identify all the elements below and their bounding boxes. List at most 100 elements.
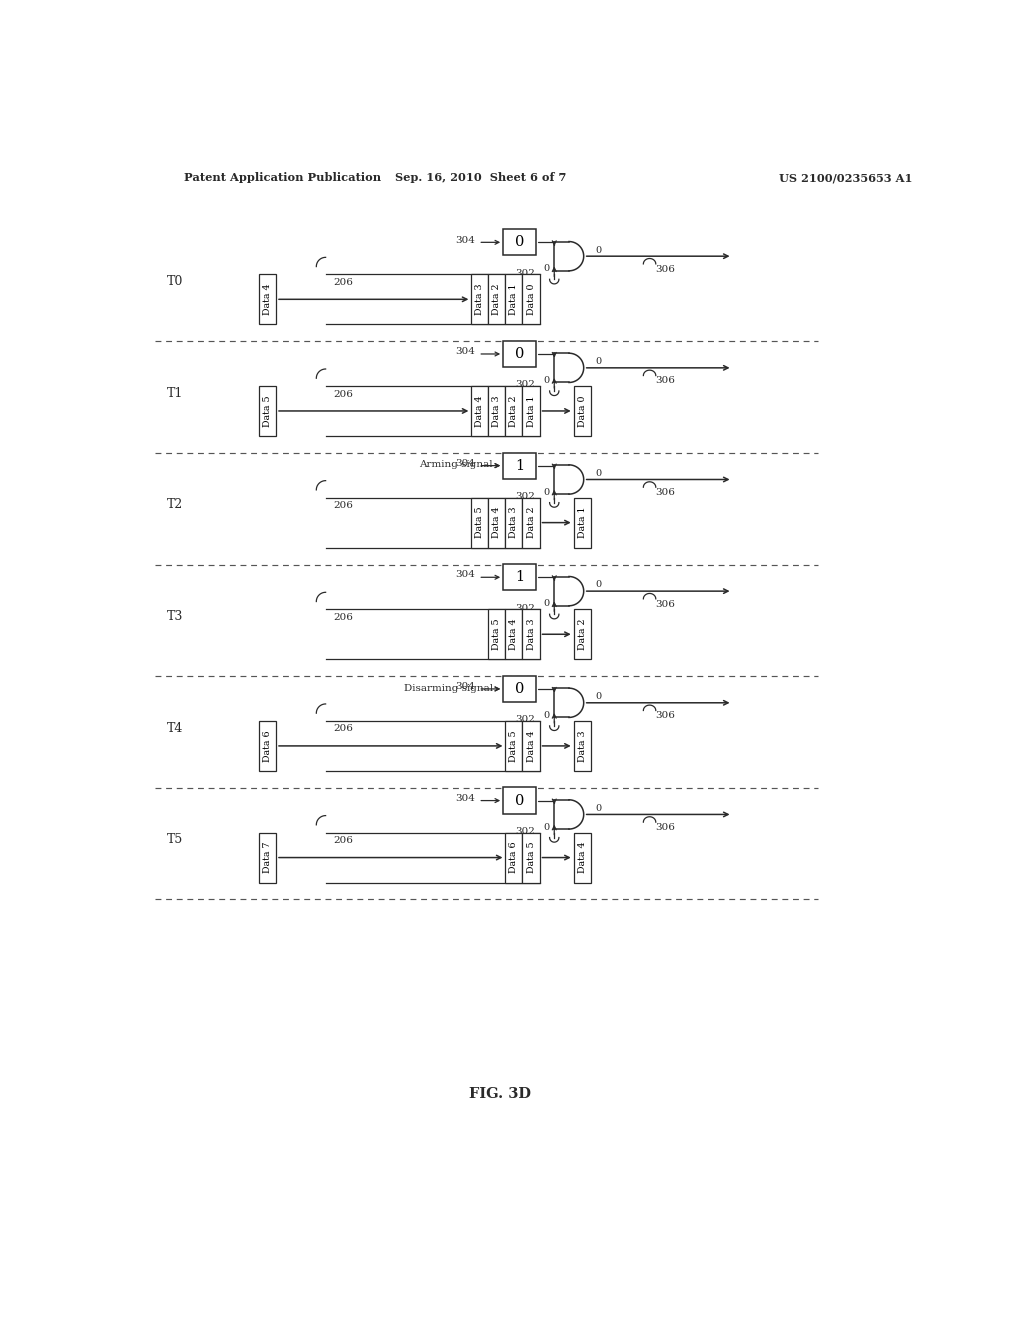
Bar bbox=[573, 498, 591, 548]
Text: 206: 206 bbox=[334, 389, 353, 399]
Text: Data 6: Data 6 bbox=[510, 842, 518, 874]
Text: Data 5: Data 5 bbox=[493, 619, 502, 649]
Text: US 2100/0235653 A1: US 2100/0235653 A1 bbox=[779, 172, 912, 183]
Bar bbox=[506, 275, 522, 325]
Text: 206: 206 bbox=[334, 612, 353, 622]
Text: Data 7: Data 7 bbox=[263, 842, 272, 874]
Text: Data 3: Data 3 bbox=[526, 619, 536, 649]
Text: 0: 0 bbox=[544, 711, 550, 719]
Text: Data 4: Data 4 bbox=[475, 395, 484, 426]
Bar bbox=[503, 341, 536, 367]
Bar bbox=[522, 721, 540, 771]
Text: Data 1: Data 1 bbox=[578, 507, 587, 539]
Text: 1: 1 bbox=[515, 458, 524, 473]
Text: Data 4: Data 4 bbox=[263, 284, 272, 315]
Text: 306: 306 bbox=[655, 711, 675, 721]
Bar bbox=[503, 230, 536, 256]
Text: 0: 0 bbox=[544, 264, 550, 273]
Bar bbox=[573, 721, 591, 771]
Text: Data 2: Data 2 bbox=[493, 284, 502, 315]
Bar bbox=[522, 498, 540, 548]
Text: Data 3: Data 3 bbox=[475, 284, 484, 315]
Text: 304: 304 bbox=[456, 682, 475, 692]
Text: 0: 0 bbox=[595, 469, 601, 478]
Bar bbox=[471, 385, 488, 436]
Text: 304: 304 bbox=[456, 459, 475, 467]
Text: Data 3: Data 3 bbox=[493, 395, 502, 426]
Text: Data 5: Data 5 bbox=[526, 842, 536, 874]
Text: 0: 0 bbox=[595, 581, 601, 590]
Bar bbox=[503, 564, 536, 590]
Bar bbox=[488, 610, 506, 659]
Bar bbox=[506, 833, 522, 883]
Text: 0: 0 bbox=[515, 793, 524, 808]
Text: 206: 206 bbox=[334, 725, 353, 734]
Text: 304: 304 bbox=[456, 235, 475, 244]
Text: Patent Application Publication: Patent Application Publication bbox=[183, 172, 381, 183]
Text: 306: 306 bbox=[655, 265, 675, 273]
Bar bbox=[259, 275, 276, 325]
Bar bbox=[259, 385, 276, 436]
Text: 0: 0 bbox=[544, 599, 550, 609]
Bar bbox=[573, 610, 591, 659]
Bar bbox=[503, 788, 536, 813]
Bar bbox=[259, 833, 276, 883]
Bar bbox=[471, 275, 488, 325]
Text: T3: T3 bbox=[167, 610, 183, 623]
Text: 0: 0 bbox=[515, 347, 524, 360]
Bar bbox=[522, 385, 540, 436]
Text: T2: T2 bbox=[167, 499, 183, 511]
Text: T5: T5 bbox=[167, 833, 183, 846]
Text: 0: 0 bbox=[544, 487, 550, 496]
Text: 304: 304 bbox=[456, 570, 475, 579]
Bar bbox=[522, 833, 540, 883]
Text: 1: 1 bbox=[515, 570, 524, 585]
Bar bbox=[506, 721, 522, 771]
Text: 206: 206 bbox=[334, 836, 353, 845]
Text: Sep. 16, 2010  Sheet 6 of 7: Sep. 16, 2010 Sheet 6 of 7 bbox=[395, 172, 566, 183]
Text: Data 4: Data 4 bbox=[493, 507, 502, 539]
Text: 302: 302 bbox=[515, 826, 535, 836]
Text: Data 5: Data 5 bbox=[510, 730, 518, 762]
Text: 206: 206 bbox=[334, 279, 353, 286]
Bar bbox=[503, 453, 536, 479]
Text: 0: 0 bbox=[515, 235, 524, 249]
Text: 302: 302 bbox=[515, 492, 535, 500]
Text: Data 0: Data 0 bbox=[526, 284, 536, 315]
Text: 306: 306 bbox=[655, 824, 675, 832]
Text: Arming signal: Arming signal bbox=[420, 461, 493, 470]
Text: 0: 0 bbox=[515, 682, 524, 696]
Text: T1: T1 bbox=[167, 387, 183, 400]
Text: Data 4: Data 4 bbox=[510, 619, 518, 649]
Text: 0: 0 bbox=[595, 692, 601, 701]
Text: Data 1: Data 1 bbox=[510, 284, 518, 315]
Text: Data 2: Data 2 bbox=[526, 507, 536, 539]
Bar bbox=[522, 275, 540, 325]
Text: FIG. 3D: FIG. 3D bbox=[469, 1086, 531, 1101]
Bar bbox=[506, 385, 522, 436]
Text: 0: 0 bbox=[595, 804, 601, 813]
Bar bbox=[503, 676, 536, 702]
Text: Data 5: Data 5 bbox=[475, 507, 484, 539]
Text: Data 2: Data 2 bbox=[578, 619, 587, 649]
Bar bbox=[488, 498, 506, 548]
Text: 304: 304 bbox=[456, 793, 475, 803]
Text: Data 2: Data 2 bbox=[510, 395, 518, 426]
Text: Disarming signal: Disarming signal bbox=[403, 684, 493, 693]
Bar bbox=[488, 275, 506, 325]
Text: 302: 302 bbox=[515, 603, 535, 612]
Bar bbox=[506, 610, 522, 659]
Bar bbox=[506, 498, 522, 548]
Bar bbox=[573, 833, 591, 883]
Text: 306: 306 bbox=[655, 599, 675, 609]
Bar bbox=[259, 721, 276, 771]
Text: Data 4: Data 4 bbox=[578, 842, 587, 874]
Text: 302: 302 bbox=[515, 715, 535, 725]
Text: 306: 306 bbox=[655, 488, 675, 498]
Bar bbox=[471, 498, 488, 548]
Text: Data 4: Data 4 bbox=[526, 730, 536, 762]
Text: Data 0: Data 0 bbox=[578, 395, 587, 426]
Text: T4: T4 bbox=[167, 722, 183, 735]
Text: 0: 0 bbox=[544, 376, 550, 385]
Text: Data 1: Data 1 bbox=[526, 395, 536, 426]
